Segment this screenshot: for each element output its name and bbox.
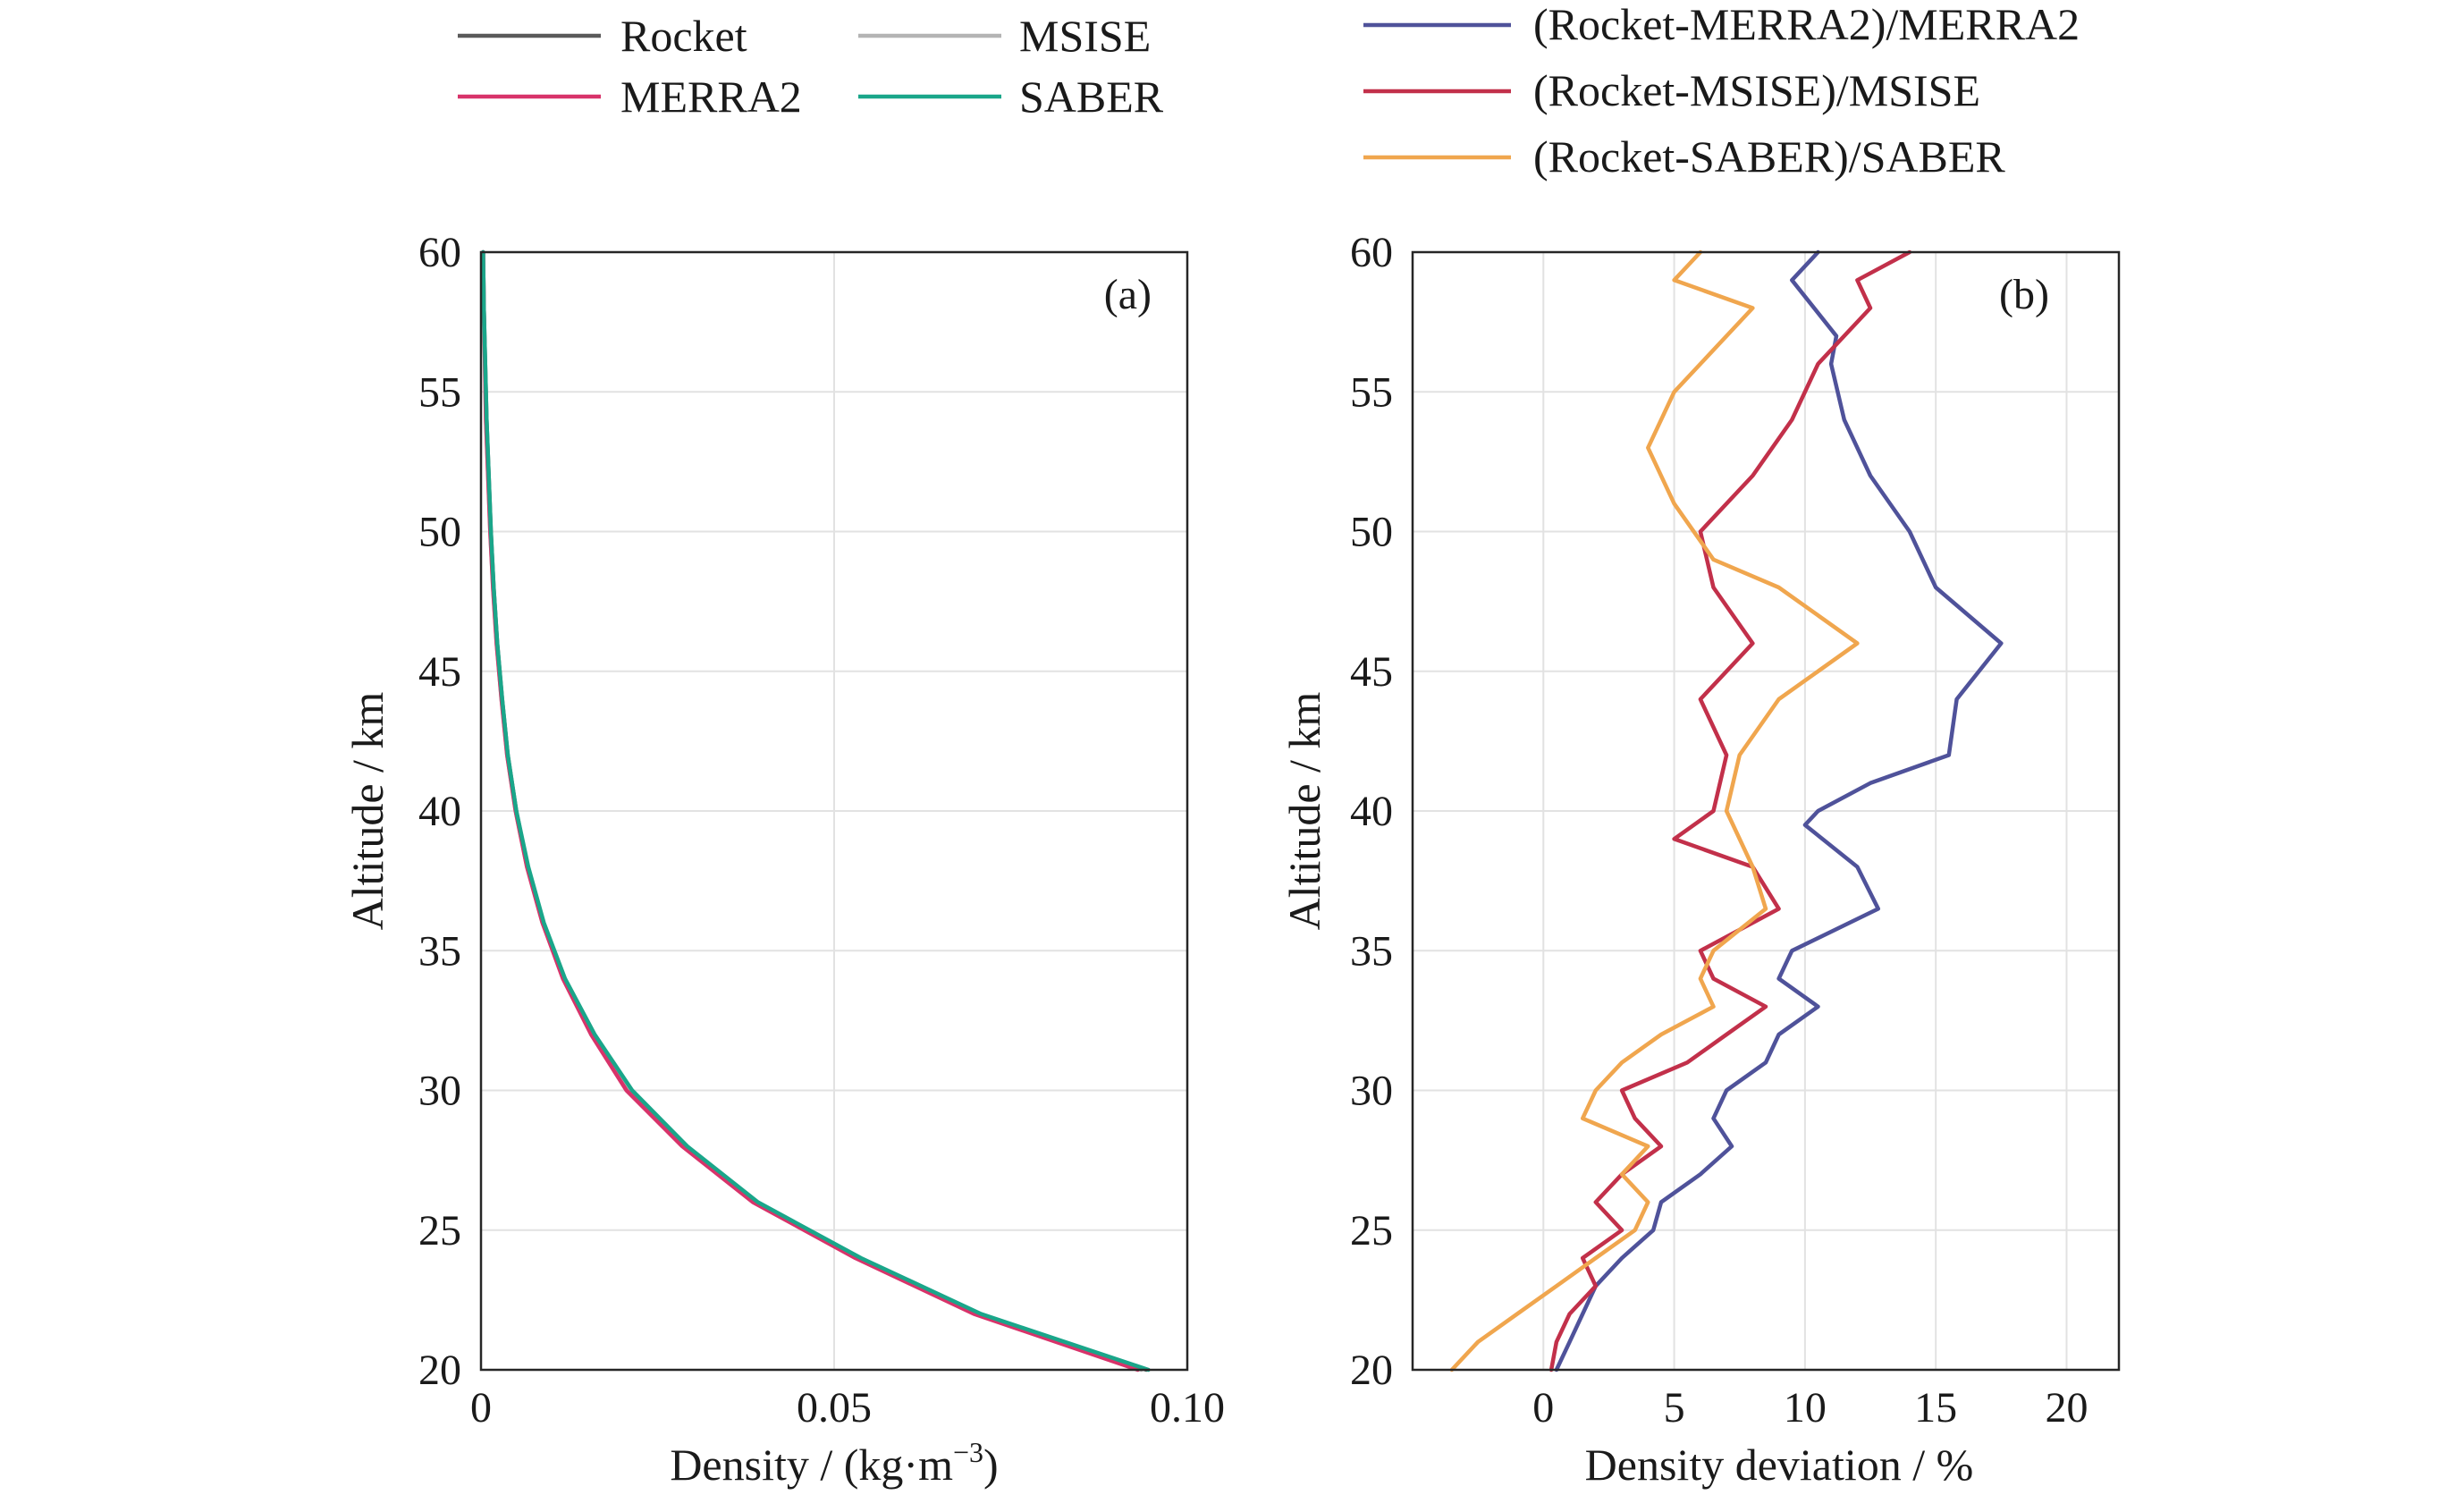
panel-b-series — [1449, 249, 2004, 1373]
panel-b-y-tick-2: 30 — [1350, 1068, 1393, 1115]
panel-b-y-tick-6: 50 — [1350, 509, 1393, 556]
panel-a-y-tick-0: 20 — [418, 1347, 461, 1394]
panel-b-grid — [1413, 252, 2119, 1370]
panel-b-x-tick-2: 10 — [1784, 1384, 1827, 1432]
panel-a-x-tick-1: 0.05 — [797, 1384, 872, 1432]
panel-a-x-axis-title-exponent: −3 — [953, 1436, 983, 1468]
panel-b-series-rocket-saber-saber — [1449, 249, 1860, 1373]
panel-a-y-tick-7: 55 — [418, 368, 461, 416]
panel-b-y-tick-4: 40 — [1350, 788, 1393, 835]
panel-a-x-axis-title-suffix: ) — [983, 1440, 999, 1490]
legend-label-merra2: MERRA2 — [620, 72, 802, 122]
panel-b-y-tick-7: 55 — [1350, 368, 1393, 416]
panel-a-y-tick-6: 50 — [418, 509, 461, 556]
panel-a-density-chart: 0 0.05 0.10 20 25 30 35 40 45 50 55 60 (a) Density… — [342, 229, 1225, 1490]
panel-a-x-ticks: 0 0.05 0.10 — [470, 1384, 1225, 1432]
panel-b-frame — [1411, 250, 2121, 1372]
panel-b-y-tick-1: 25 — [1350, 1207, 1393, 1254]
legend-label-rocket: Rocket — [620, 11, 747, 61]
panel-a-x-tick-2: 0.10 — [1150, 1384, 1225, 1432]
panel-a-y-ticks: 20 25 30 35 40 45 50 55 60 — [418, 229, 461, 1394]
legend-label-msise: MSISE — [1019, 11, 1151, 61]
panel-a-y-tick-8: 60 — [418, 229, 461, 276]
panel-b-series-rocket-merra2-merra2 — [1554, 249, 2004, 1373]
panel-b-x-tick-0: 0 — [1532, 1384, 1554, 1432]
panel-a-series-saber — [481, 249, 1151, 1373]
panel-b-x-tick-1: 5 — [1664, 1384, 1685, 1432]
panel-a-series — [481, 249, 1151, 1373]
panel-a-legend: Rocket MSISE MERRA2 SABER — [458, 11, 1164, 122]
panel-b-legend: (Rocket-MERRA2)/MERRA2 (Rocket-MSISE)/MS… — [1363, 0, 2080, 182]
panel-b-deviation-chart: 0 5 10 15 20 20 25 30 35 40 45 50 55 60 (b) Density … — [1279, 229, 2121, 1490]
panel-b-y-tick-3: 35 — [1350, 927, 1393, 975]
panel-a-frame — [479, 250, 1189, 1372]
panel-a-label: (a) — [1104, 271, 1152, 318]
panel-a-y-axis-title: Altitude / km — [342, 692, 392, 931]
panel-b-y-tick-0: 20 — [1350, 1347, 1393, 1394]
panel-b-series-rocket-msise-msise — [1548, 249, 1912, 1373]
panel-a-x-axis-title: Density / (kg·m−3) — [670, 1436, 998, 1490]
legend-label-saber: SABER — [1019, 72, 1164, 122]
legend-label-rocket-msise: (Rocket-MSISE)/MSISE — [1533, 65, 1980, 115]
panel-b-y-tick-8: 60 — [1350, 229, 1393, 276]
panel-b-x-axis-title: Density deviation / % — [1585, 1440, 1974, 1490]
panel-a-x-axis-title-base: Density / (kg·m — [670, 1440, 953, 1490]
panel-a-grid — [481, 252, 1187, 1370]
panel-b-x-ticks: 0 5 10 15 20 — [1532, 1384, 2088, 1432]
panel-a-x-tick-0: 0 — [470, 1384, 492, 1432]
panel-a-y-tick-3: 35 — [418, 927, 461, 975]
legend-label-rocket-saber: (Rocket-SABER)/SABER — [1533, 131, 2005, 182]
panel-b-y-ticks: 20 25 30 35 40 45 50 55 60 — [1350, 229, 1393, 1394]
panel-b-y-tick-5: 45 — [1350, 648, 1393, 696]
panel-a-y-tick-5: 45 — [418, 648, 461, 696]
panel-b-x-tick-3: 15 — [1914, 1384, 1957, 1432]
panel-b-x-tick-4: 20 — [2045, 1384, 2088, 1432]
panel-b-y-axis-title: Altitude / km — [1279, 692, 1329, 931]
legend-label-rocket-merra2: (Rocket-MERRA2)/MERRA2 — [1533, 0, 2080, 49]
panel-b-label: (b) — [1999, 271, 2049, 318]
panel-a-y-tick-1: 25 — [418, 1207, 461, 1254]
panel-a-y-tick-4: 40 — [418, 788, 461, 835]
panel-a-y-tick-2: 30 — [418, 1068, 461, 1115]
